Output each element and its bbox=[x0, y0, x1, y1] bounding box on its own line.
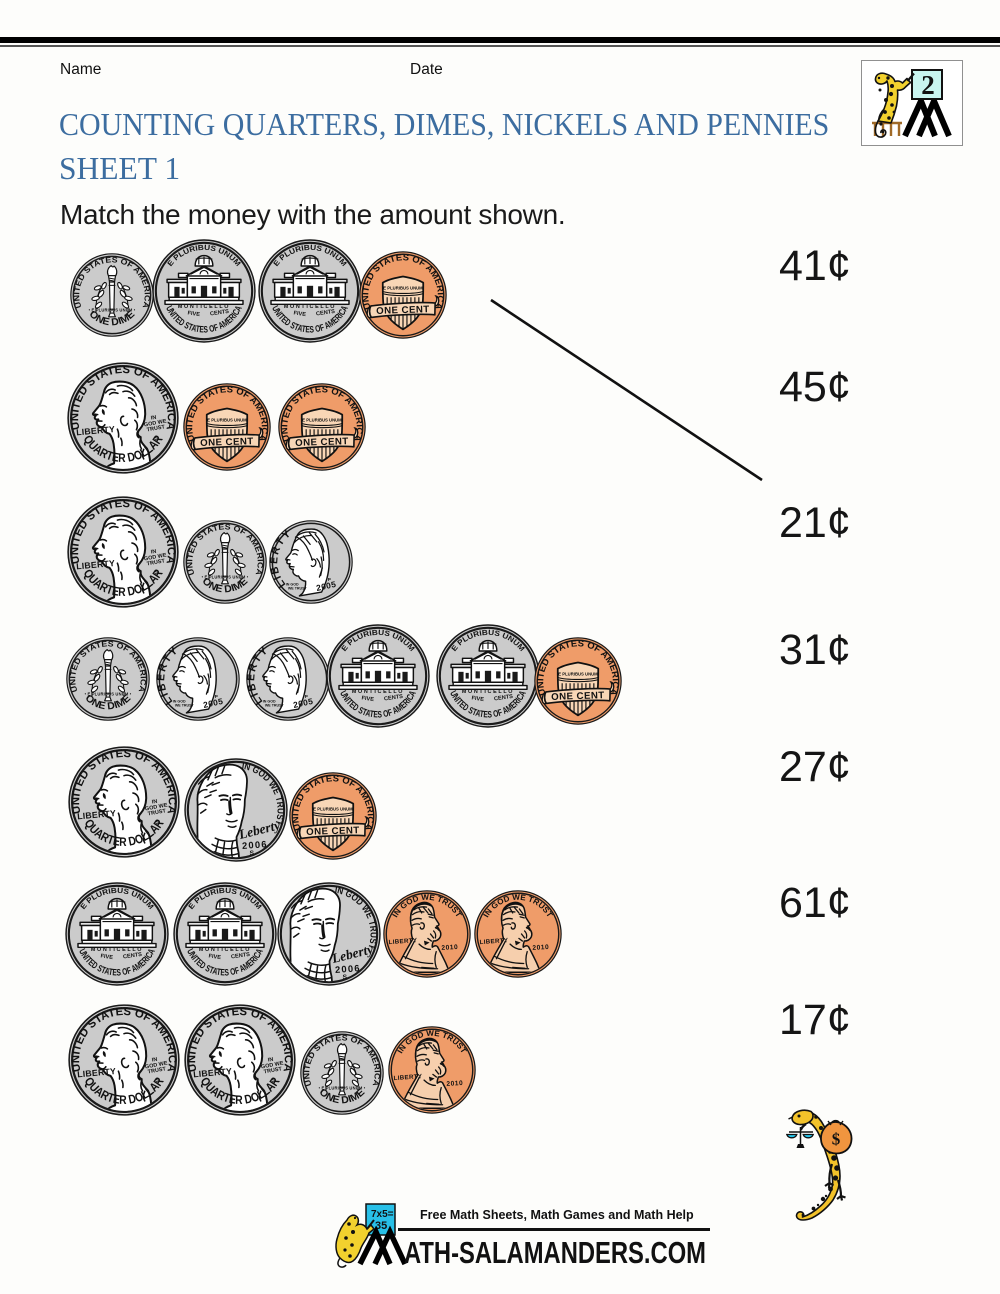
svg-text:35: 35 bbox=[375, 1220, 387, 1232]
svg-text:$: $ bbox=[832, 1130, 841, 1149]
svg-text:ATH-SALAMANDERS.COM: ATH-SALAMANDERS.COM bbox=[404, 1237, 706, 1268]
svg-text:7x5=: 7x5= bbox=[371, 1209, 394, 1220]
svg-text:2: 2 bbox=[921, 70, 935, 100]
